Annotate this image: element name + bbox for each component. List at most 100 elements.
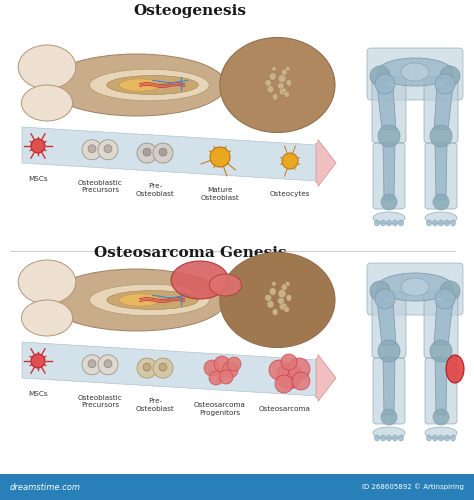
Ellipse shape xyxy=(450,435,456,441)
Circle shape xyxy=(82,354,102,374)
Circle shape xyxy=(137,143,157,163)
Circle shape xyxy=(381,409,397,425)
Ellipse shape xyxy=(282,69,287,75)
Ellipse shape xyxy=(269,72,276,80)
FancyArrow shape xyxy=(316,140,336,186)
Ellipse shape xyxy=(264,80,272,86)
Ellipse shape xyxy=(264,294,272,301)
Ellipse shape xyxy=(386,435,392,441)
Ellipse shape xyxy=(284,306,290,312)
Circle shape xyxy=(143,363,151,371)
Ellipse shape xyxy=(285,282,290,286)
Ellipse shape xyxy=(427,220,431,226)
FancyBboxPatch shape xyxy=(424,292,458,358)
Circle shape xyxy=(435,289,455,309)
Polygon shape xyxy=(22,342,318,396)
FancyBboxPatch shape xyxy=(425,143,457,209)
Text: Osteosarcoma
Progenitors: Osteosarcoma Progenitors xyxy=(194,402,246,415)
Circle shape xyxy=(281,354,297,370)
Text: Osteocytes: Osteocytes xyxy=(270,191,310,197)
Ellipse shape xyxy=(450,220,456,226)
Ellipse shape xyxy=(425,212,457,224)
Circle shape xyxy=(440,281,460,301)
Circle shape xyxy=(275,375,293,393)
Circle shape xyxy=(269,360,289,380)
Circle shape xyxy=(381,194,397,210)
Ellipse shape xyxy=(277,82,284,89)
FancyBboxPatch shape xyxy=(367,263,463,315)
Circle shape xyxy=(143,148,151,156)
Circle shape xyxy=(82,140,102,160)
Ellipse shape xyxy=(279,302,287,310)
Ellipse shape xyxy=(432,435,438,441)
Circle shape xyxy=(88,144,96,152)
Circle shape xyxy=(222,362,238,378)
Circle shape xyxy=(153,143,173,163)
Circle shape xyxy=(276,363,302,389)
Ellipse shape xyxy=(267,300,274,308)
Ellipse shape xyxy=(374,435,380,441)
Polygon shape xyxy=(435,142,447,200)
Circle shape xyxy=(435,74,455,94)
Ellipse shape xyxy=(279,88,287,95)
Polygon shape xyxy=(383,357,395,415)
Polygon shape xyxy=(377,301,396,345)
Ellipse shape xyxy=(21,300,73,336)
Circle shape xyxy=(288,358,310,380)
Ellipse shape xyxy=(119,79,160,91)
FancyBboxPatch shape xyxy=(0,474,474,500)
Ellipse shape xyxy=(373,427,405,439)
Ellipse shape xyxy=(272,282,276,286)
Circle shape xyxy=(209,371,223,385)
Circle shape xyxy=(98,354,118,374)
Ellipse shape xyxy=(445,435,449,441)
Circle shape xyxy=(433,409,449,425)
FancyBboxPatch shape xyxy=(373,143,405,209)
Ellipse shape xyxy=(374,220,380,226)
FancyBboxPatch shape xyxy=(425,358,457,424)
Circle shape xyxy=(378,125,400,147)
Circle shape xyxy=(433,194,449,210)
Circle shape xyxy=(204,360,220,376)
Polygon shape xyxy=(435,357,447,415)
Ellipse shape xyxy=(272,94,278,100)
Polygon shape xyxy=(434,86,453,130)
Circle shape xyxy=(159,148,167,156)
FancyBboxPatch shape xyxy=(367,48,463,100)
Ellipse shape xyxy=(427,435,431,441)
Ellipse shape xyxy=(220,252,335,348)
Ellipse shape xyxy=(269,288,276,295)
Ellipse shape xyxy=(107,76,198,94)
Circle shape xyxy=(370,66,390,86)
Ellipse shape xyxy=(284,92,290,98)
Text: MSCs: MSCs xyxy=(28,391,48,397)
Ellipse shape xyxy=(445,220,449,226)
Text: Pre-
Osteoblast: Pre- Osteoblast xyxy=(136,398,174,411)
Ellipse shape xyxy=(373,212,405,224)
Ellipse shape xyxy=(267,86,274,93)
Circle shape xyxy=(282,153,298,169)
Ellipse shape xyxy=(90,284,210,316)
FancyArrow shape xyxy=(316,354,336,402)
Ellipse shape xyxy=(107,290,198,310)
Circle shape xyxy=(137,358,157,378)
Ellipse shape xyxy=(286,80,292,86)
Circle shape xyxy=(159,363,167,371)
Ellipse shape xyxy=(286,294,292,301)
FancyBboxPatch shape xyxy=(373,358,405,424)
Polygon shape xyxy=(22,127,318,181)
Ellipse shape xyxy=(377,273,453,301)
Ellipse shape xyxy=(90,69,210,101)
Ellipse shape xyxy=(47,269,226,331)
Ellipse shape xyxy=(18,260,76,304)
FancyBboxPatch shape xyxy=(372,77,406,143)
Circle shape xyxy=(98,140,118,160)
Polygon shape xyxy=(377,86,396,130)
Text: ID 268605892 © Artinspiring: ID 268605892 © Artinspiring xyxy=(362,484,464,490)
Text: Osteoblastic
Precursors: Osteoblastic Precursors xyxy=(78,394,122,408)
Ellipse shape xyxy=(392,435,398,441)
Ellipse shape xyxy=(272,66,276,71)
Circle shape xyxy=(370,281,390,301)
Circle shape xyxy=(104,360,112,368)
Circle shape xyxy=(375,289,395,309)
